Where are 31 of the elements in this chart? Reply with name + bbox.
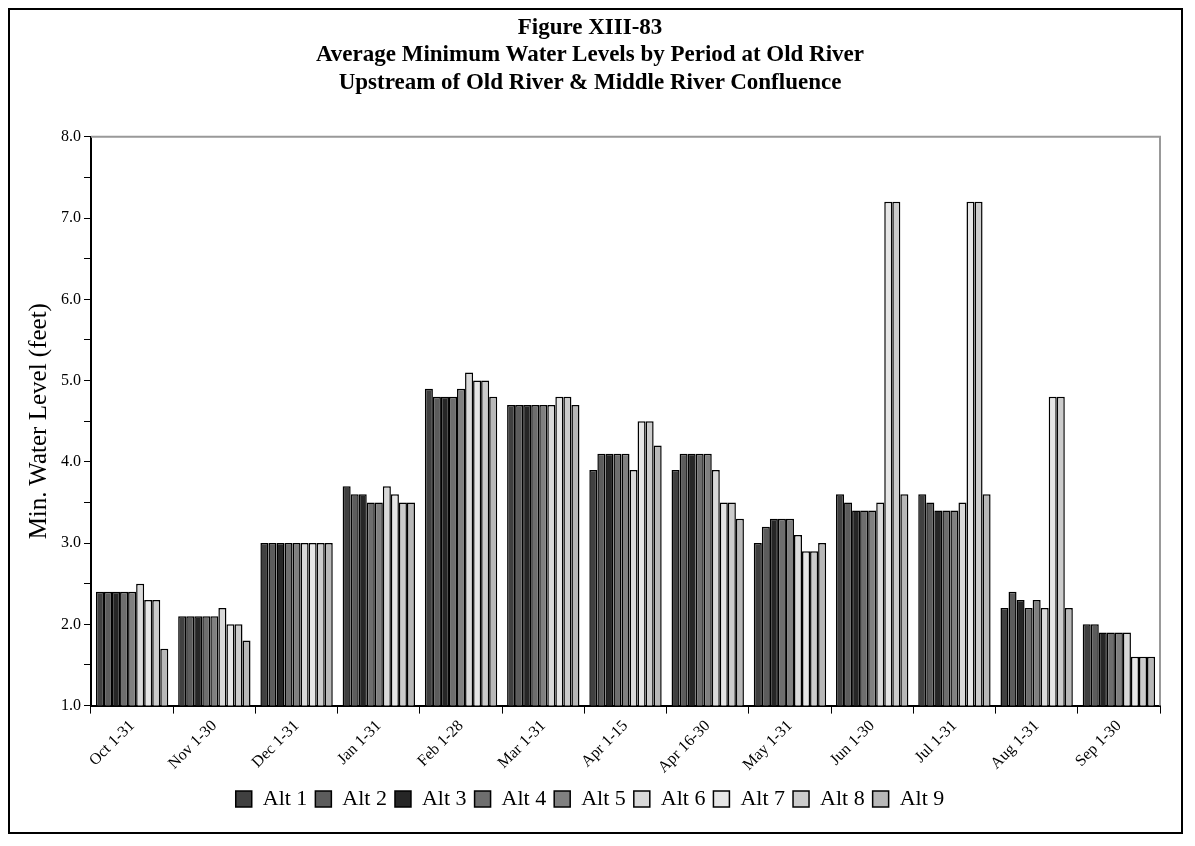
x-tick-label: Jan 1-31 bbox=[333, 716, 384, 768]
legend-label: Alt 2 bbox=[342, 784, 387, 810]
legend-label: Alt 7 bbox=[740, 784, 786, 810]
legend-label: Alt 9 bbox=[899, 784, 945, 810]
y-tick-label: 6.0 bbox=[61, 289, 81, 307]
x-tick-label: Aug 1-31 bbox=[986, 716, 1043, 773]
legend-label: Alt 4 bbox=[501, 784, 547, 810]
y-tick-label: 3.0 bbox=[61, 533, 81, 551]
x-tick-label: Dec 1-31 bbox=[247, 716, 302, 771]
chart-title: Figure XIII-83 Average Minimum Water Levels by Period at Old River Upstream of Old River & Middle River Confluence bbox=[315, 13, 865, 94]
x-tick-label: Apr 1-15 bbox=[577, 716, 632, 771]
x-tick-label: Feb 1-28 bbox=[413, 716, 467, 770]
x-tick-label: Mar 1-31 bbox=[493, 716, 549, 771]
x-tick-label: May 1-31 bbox=[738, 716, 796, 774]
y-tick-label: 1.0 bbox=[61, 695, 81, 713]
x-tick-label: Jun 1-30 bbox=[825, 716, 878, 768]
y-tick-label: 2.0 bbox=[61, 614, 81, 632]
legend-label: Alt 6 bbox=[660, 784, 706, 810]
y-tick-label: 4.0 bbox=[61, 452, 81, 470]
x-tick-label: Jul 1-31 bbox=[910, 716, 960, 766]
legend-label: Alt 3 bbox=[421, 784, 467, 810]
y-tick-label: 7.0 bbox=[61, 208, 81, 226]
legend-label: Alt 5 bbox=[581, 784, 626, 810]
y-tick-label: 8.0 bbox=[61, 127, 81, 144]
y-tick-label: 5.0 bbox=[61, 370, 81, 388]
x-tick-label: Nov 1-30 bbox=[164, 716, 220, 772]
y-axis-title: Min. Water Level (feet) bbox=[23, 303, 52, 540]
x-tick-label: Sep 1-30 bbox=[1071, 716, 1125, 770]
legend-label: Alt 8 bbox=[820, 784, 865, 810]
x-tick-label: Oct 1-31 bbox=[85, 716, 138, 769]
legend-label: Alt 1 bbox=[262, 784, 308, 810]
